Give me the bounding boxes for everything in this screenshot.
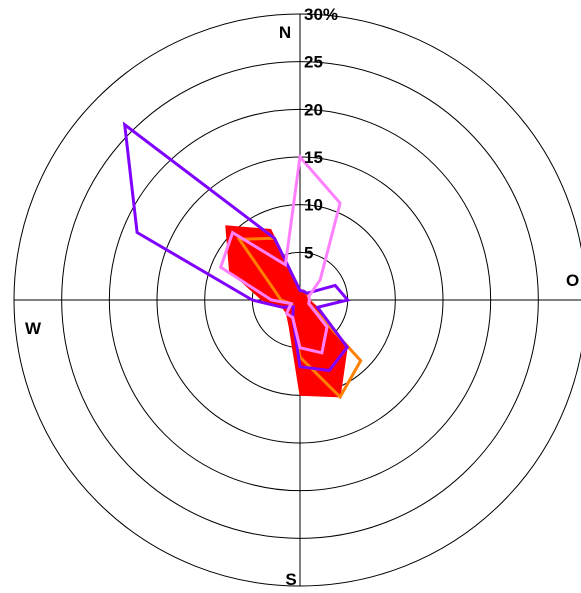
series-layer (125, 125, 361, 397)
r-tick-label-20: 20 (304, 100, 323, 119)
direction-label-south: S (285, 570, 296, 588)
r-tick-label-5: 5 (304, 243, 313, 262)
direction-label-east: O (566, 271, 579, 290)
r-tick-label-25: 25 (304, 53, 323, 72)
direction-label-north: N (279, 23, 291, 42)
r-tick-label-10: 10 (304, 196, 323, 215)
r-tick-label-30: 30% (304, 5, 338, 24)
r-tick-label-15: 15 (304, 148, 323, 167)
direction-label-west: W (25, 319, 42, 338)
